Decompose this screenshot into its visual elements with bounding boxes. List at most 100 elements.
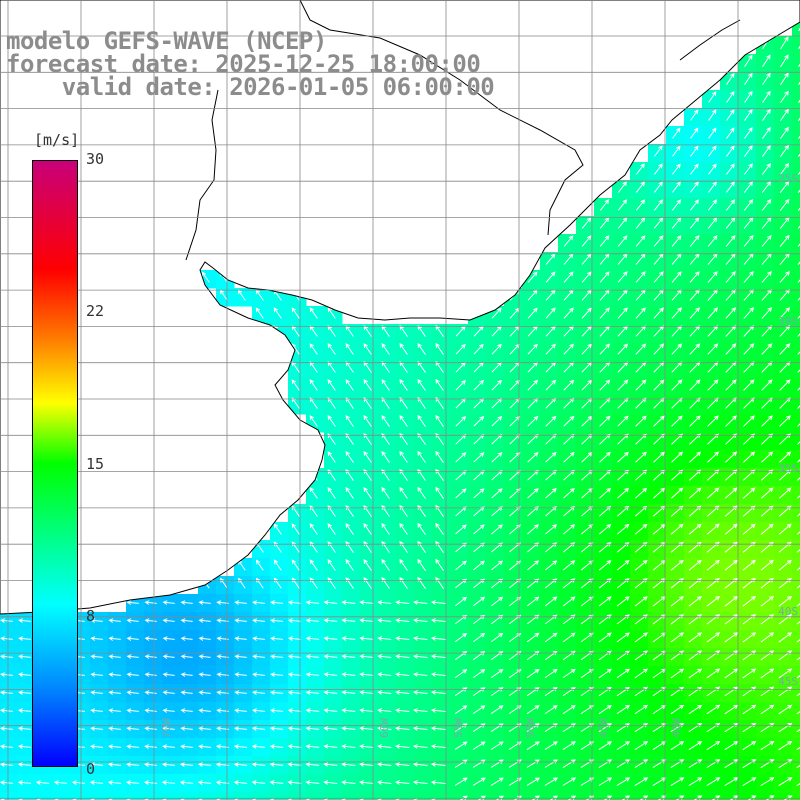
wind-arrow: [327, 379, 336, 391]
wind-arrow: [417, 450, 426, 463]
wind-arrow: [707, 217, 718, 229]
wind-arrow: [161, 798, 167, 800]
wind-arrow: [760, 668, 775, 679]
wind-arrow: [327, 451, 336, 463]
wind-cell: [648, 792, 667, 800]
wind-arrow: [599, 451, 611, 463]
wind-arrow: [743, 325, 755, 337]
wind-arrow: [251, 780, 266, 785]
wind-arrow: [761, 144, 771, 157]
wind-arrow: [634, 596, 648, 607]
wind-arrow: [688, 523, 702, 535]
wind-cell: [540, 792, 559, 800]
wind-arrow: [305, 780, 320, 785]
wind-arrow: [761, 163, 771, 175]
wind-arrow: [707, 181, 717, 193]
wind-arrow: [54, 798, 59, 800]
wind-arrow: [251, 726, 266, 731]
wind-arrow: [688, 704, 703, 715]
wind-arrow: [724, 596, 739, 607]
wind-arrow: [545, 488, 557, 499]
wind-arrow: [635, 199, 646, 211]
wind-cell: [180, 792, 199, 800]
wind-arrow: [690, 127, 699, 139]
lat-label: 40S: [778, 605, 798, 618]
wind-arrow: [144, 708, 157, 713]
wind-arrow: [760, 559, 774, 571]
wind-cell: [792, 162, 800, 181]
wind-arrow: [473, 343, 484, 355]
wind-arrow: [599, 217, 610, 229]
wind-arrow: [430, 690, 446, 695]
wind-arrow: [323, 762, 338, 767]
wind-arrow: [18, 726, 32, 731]
wind-arrow: [634, 632, 648, 643]
wind-cell: [792, 576, 800, 595]
wind-arrow: [689, 415, 701, 427]
wind-cell: [576, 792, 595, 800]
wind-arrow: [417, 522, 426, 535]
wind-arrow: [162, 600, 175, 605]
wind-arrow: [744, 72, 753, 85]
wind-arrow: [490, 632, 504, 643]
wind-arrow: [291, 307, 300, 319]
wind-arrow: [395, 654, 410, 659]
wind-arrow: [252, 618, 265, 623]
wind-arrow: [417, 486, 426, 499]
wind-arrow: [198, 690, 211, 695]
wind-arrow: [670, 559, 684, 571]
wind-arrow: [653, 343, 665, 355]
wind-arrow: [598, 777, 613, 786]
wind-cell: [792, 18, 800, 37]
wind-arrow: [599, 307, 610, 319]
wind-arrow: [359, 708, 374, 713]
wind-arrow: [761, 433, 773, 445]
wind-arrow: [635, 271, 646, 283]
wind-arrow: [743, 181, 754, 193]
wind-arrow: [563, 487, 575, 499]
wind-arrow: [635, 415, 647, 427]
wind-cell: [792, 774, 800, 793]
wind-arrow: [761, 307, 773, 319]
wind-arrow: [544, 777, 558, 786]
wind-arrow: [107, 780, 122, 785]
wind-cell: [792, 486, 800, 505]
wind-cell: [792, 522, 800, 541]
wind-arrow: [598, 741, 613, 751]
wind-arrow: [706, 777, 721, 787]
wind-cell: [324, 792, 343, 800]
wind-arrow: [616, 487, 630, 499]
wind-arrow: [652, 487, 666, 499]
wind-arrow: [273, 307, 282, 319]
wind-arrow: [598, 705, 612, 715]
wind-cell: [792, 144, 800, 163]
wind-arrow: [761, 415, 773, 427]
wind-arrow: [143, 780, 158, 785]
wind-arrow: [323, 600, 338, 605]
wind-cell: [792, 198, 800, 217]
wind-arrow: [527, 271, 538, 283]
wind-arrow: [617, 217, 628, 229]
wind-arrow: [126, 654, 139, 659]
wind-arrow: [490, 669, 504, 679]
wind-cell: [126, 792, 145, 800]
wind-arrow: [726, 72, 735, 85]
wind-arrow: [797, 405, 800, 409]
wind-arrow: [309, 361, 318, 373]
wind-arrow: [599, 199, 610, 211]
wind-arrow: [90, 636, 103, 641]
wind-arrow: [144, 600, 157, 605]
wind-arrow: [108, 672, 121, 677]
wind-arrow: [617, 271, 628, 283]
wind-arrow: [180, 654, 193, 659]
wind-arrow: [309, 415, 318, 427]
wind-cell: [792, 540, 800, 559]
wind-arrow: [725, 199, 736, 211]
wind-arrow: [413, 654, 428, 659]
wind-arrow: [599, 379, 611, 391]
wind-arrow: [323, 708, 338, 713]
wind-arrow: [198, 708, 211, 713]
wind-arrow: [689, 379, 701, 391]
wind-cell: [684, 792, 703, 800]
wind-cell: [108, 792, 127, 800]
